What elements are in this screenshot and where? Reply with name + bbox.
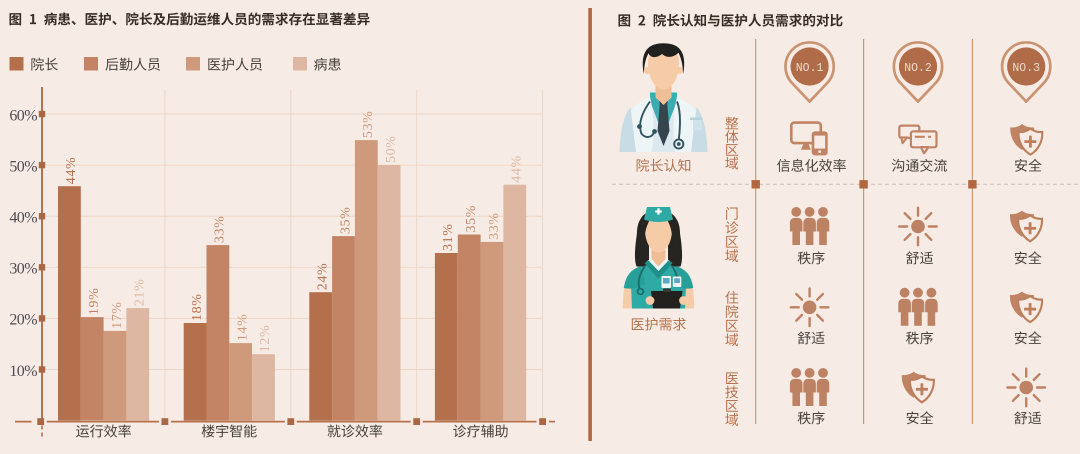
svg-text:60%: 60% <box>9 107 37 124</box>
svg-text:NO.3: NO.3 <box>1012 62 1040 75</box>
svg-text:50%: 50% <box>9 158 37 175</box>
svg-text:44%: 44% <box>510 155 525 182</box>
svg-text:21%: 21% <box>133 279 148 306</box>
svg-text:10%: 10% <box>9 363 37 380</box>
svg-text:53%: 53% <box>361 111 376 138</box>
svg-text:33%: 33% <box>213 216 228 243</box>
svg-text:14%: 14% <box>236 314 251 341</box>
svg-text:NO.2: NO.2 <box>904 62 932 75</box>
svg-text:31%: 31% <box>441 224 456 251</box>
svg-text:44%: 44% <box>64 157 79 184</box>
svg-text:35%: 35% <box>464 205 479 232</box>
svg-text:12%: 12% <box>258 325 273 352</box>
svg-text:33%: 33% <box>487 212 502 239</box>
svg-text:20%: 20% <box>9 312 37 329</box>
svg-text:35%: 35% <box>338 207 353 234</box>
svg-text:50%: 50% <box>384 136 399 163</box>
svg-text:NO.1: NO.1 <box>796 62 824 75</box>
svg-text:19%: 19% <box>87 288 102 315</box>
svg-text:30%: 30% <box>9 261 37 278</box>
svg-text:40%: 40% <box>9 210 37 227</box>
svg-text:24%: 24% <box>316 263 331 290</box>
svg-text:17%: 17% <box>110 301 125 328</box>
svg-text:18%: 18% <box>190 294 205 321</box>
